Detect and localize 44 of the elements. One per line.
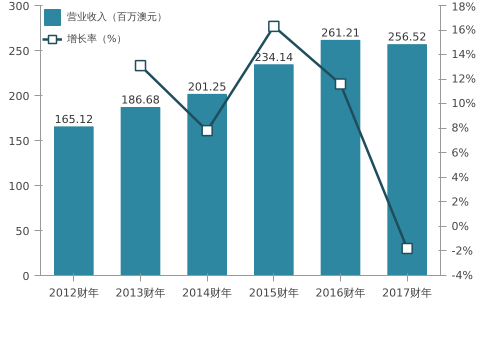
data-label: 234.14	[254, 50, 294, 64]
x-tick-label: 2014财年	[182, 286, 232, 300]
data-label: 165.12	[54, 112, 94, 126]
data-label: 261.21	[321, 26, 360, 40]
y2-tick-label: 16%	[452, 24, 476, 37]
y-tick-label: 300	[8, 0, 30, 13]
data-label: 201.25	[188, 80, 226, 94]
bar	[387, 44, 427, 276]
y2-tick-label: 18%	[452, 0, 476, 14]
y2-tick-label: 0%	[452, 220, 469, 233]
x-tick-label: 2012财年	[48, 286, 99, 300]
y2-tick-label: 14%	[452, 48, 476, 62]
y2-tick-label: 2%	[452, 195, 469, 208]
y-tick-label: 200	[8, 90, 30, 103]
y-tick-label: 150	[8, 135, 30, 148]
x-tick-label: 2015财年	[248, 286, 299, 300]
data-label: 256.52	[388, 30, 426, 44]
y2-tick-label: 12%	[452, 72, 476, 86]
bar	[254, 64, 294, 276]
y-tick-label: 0	[22, 270, 30, 283]
legend-label: 增长率（%）	[67, 32, 127, 46]
y-tick-label: 50	[16, 225, 30, 238]
point	[201, 124, 213, 136]
bar	[320, 40, 360, 276]
y2-tick-label: 10%	[452, 97, 476, 110]
point	[401, 242, 413, 254]
y2-tick-label: -4%	[452, 269, 473, 282]
bar	[187, 94, 227, 276]
point	[268, 20, 280, 32]
point	[134, 60, 146, 72]
legend-label: 营业收入（百万澳元）	[67, 10, 167, 24]
y2-tick-label: 6%	[452, 146, 469, 160]
y2-tick-label: 4%	[452, 170, 469, 184]
data-label: 186.68	[121, 93, 160, 106]
x-tick-label: 2013财年	[116, 286, 166, 300]
y-tick-label: 250	[8, 45, 30, 58]
y2-tick-label: -2%	[452, 244, 473, 258]
y2-tick-label: 8%	[452, 122, 469, 135]
bar	[120, 106, 160, 276]
point	[334, 78, 346, 90]
bar	[54, 126, 94, 276]
x-tick-label: 2016财年	[316, 286, 366, 300]
y-tick-label: 100	[8, 180, 30, 193]
x-tick-label: 2017财年	[382, 286, 432, 300]
